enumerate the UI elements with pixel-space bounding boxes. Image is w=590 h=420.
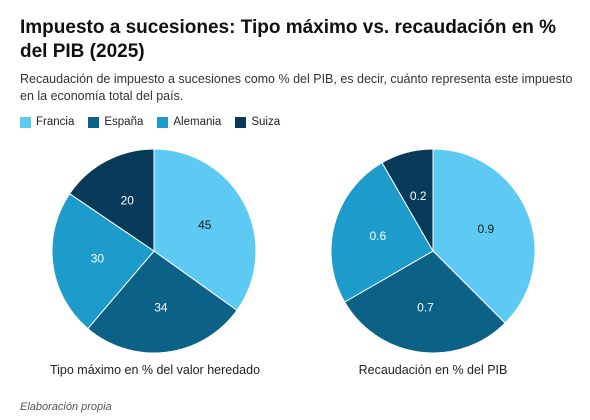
legend-label: Francia — [36, 116, 75, 128]
legend-swatch — [20, 116, 31, 128]
legend-item-suiza: Suiza — [235, 116, 280, 128]
pie-slice-label: 45 — [198, 218, 212, 232]
source-note: Elaboración propia — [20, 401, 112, 413]
legend-swatch — [157, 116, 169, 128]
legend-swatch — [88, 116, 100, 128]
pie-slice-suiza — [68, 148, 155, 252]
legend-swatch — [235, 116, 247, 128]
pie-caption-recaudacion: Recaudación en % del PIB — [358, 363, 508, 377]
pie-slice-alemania — [51, 192, 155, 330]
legend-item-francia: Francia — [20, 116, 74, 128]
pie-slice-label: 0.2 — [410, 189, 427, 203]
pie-slice-espana — [343, 250, 506, 354]
pie-slice-espana — [87, 250, 238, 354]
pie-slice-label: 0.9 — [477, 222, 494, 236]
chart-title: Impuesto a sucesiones: Tipo máximo vs. r… — [20, 17, 557, 62]
legend-label: Alemania — [173, 116, 222, 128]
chart-subtitle: Recaudación de impuesto a sucesiones com… — [20, 72, 573, 103]
legend-label: España — [104, 116, 144, 128]
pie-slice-suiza — [381, 148, 434, 253]
pie-slice-label: 0.6 — [369, 229, 386, 243]
pie-chart-recaudacion: 0.9 0.7 0.6 0.2 — [330, 148, 536, 354]
legend-item-espana: España — [88, 116, 143, 128]
pie-caption-tipo-maximo: Tipo máximo en % del valor heredado — [49, 363, 261, 377]
pie-chart-tipo-maximo: 45 34 30 20 — [51, 148, 257, 354]
pie-slice-label: 34 — [154, 301, 168, 315]
pie-slice-label: 30 — [91, 252, 105, 266]
pie-slice-francia — [153, 148, 257, 312]
pie-slice-label: 0.7 — [417, 301, 434, 315]
pie-slice-alemania — [330, 161, 434, 303]
legend: Francia España Alemania Suiza — [20, 116, 280, 128]
pie-slice-francia — [432, 148, 536, 324]
legend-label: Suiza — [251, 116, 281, 128]
legend-item-alemania: Alemania — [157, 116, 221, 128]
pie-slice-label: 20 — [121, 194, 135, 208]
